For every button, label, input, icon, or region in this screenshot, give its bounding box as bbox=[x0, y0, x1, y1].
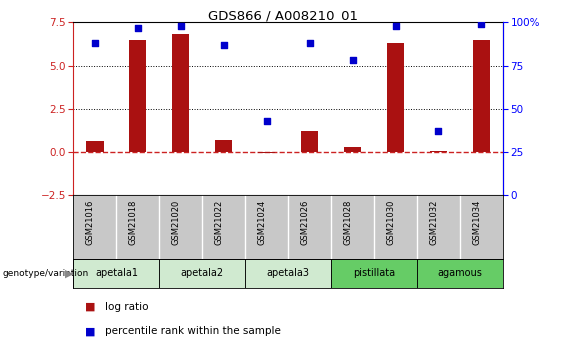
Text: apetala3: apetala3 bbox=[267, 268, 310, 278]
Point bbox=[176, 23, 185, 29]
Point bbox=[219, 42, 228, 48]
Bar bbox=[331, 259, 417, 288]
Bar bbox=[387, 43, 404, 152]
Text: genotype/variation: genotype/variation bbox=[3, 269, 89, 278]
Text: log ratio: log ratio bbox=[105, 302, 148, 312]
Bar bbox=[473, 40, 490, 152]
Point bbox=[133, 25, 142, 30]
Text: GSM21022: GSM21022 bbox=[215, 200, 224, 245]
Point bbox=[90, 40, 99, 46]
Bar bbox=[86, 141, 103, 152]
Text: GSM21026: GSM21026 bbox=[301, 200, 310, 245]
Text: ■: ■ bbox=[85, 326, 95, 336]
Text: GSM21032: GSM21032 bbox=[429, 200, 438, 245]
Text: apetala2: apetala2 bbox=[181, 268, 224, 278]
Bar bbox=[301, 131, 318, 152]
Bar bbox=[344, 147, 361, 152]
Bar bbox=[215, 140, 232, 152]
Text: ▶: ▶ bbox=[65, 268, 73, 278]
Text: GSM21020: GSM21020 bbox=[172, 200, 181, 245]
Text: ■: ■ bbox=[85, 302, 95, 312]
Text: pistillata: pistillata bbox=[353, 268, 395, 278]
Bar bbox=[159, 259, 245, 288]
Text: GSM21016: GSM21016 bbox=[86, 200, 95, 245]
Text: GSM21030: GSM21030 bbox=[386, 200, 396, 245]
Text: GSM21034: GSM21034 bbox=[472, 200, 481, 245]
Bar bbox=[172, 34, 189, 152]
Point bbox=[262, 118, 271, 124]
Point bbox=[391, 23, 400, 29]
Text: GSM21024: GSM21024 bbox=[258, 200, 267, 245]
Point bbox=[477, 21, 486, 27]
Bar bbox=[129, 40, 146, 152]
Text: apetala1: apetala1 bbox=[95, 268, 138, 278]
Text: agamous: agamous bbox=[437, 268, 483, 278]
Point bbox=[348, 58, 357, 63]
Text: GSM21028: GSM21028 bbox=[344, 200, 353, 245]
Bar bbox=[73, 259, 159, 288]
Point bbox=[434, 128, 443, 134]
Bar bbox=[430, 151, 447, 152]
Bar bbox=[245, 259, 331, 288]
Point bbox=[305, 40, 314, 46]
Text: GSM21018: GSM21018 bbox=[129, 200, 138, 245]
Text: GDS866 / A008210_01: GDS866 / A008210_01 bbox=[207, 9, 358, 22]
Text: percentile rank within the sample: percentile rank within the sample bbox=[105, 326, 280, 336]
Bar bbox=[417, 259, 503, 288]
